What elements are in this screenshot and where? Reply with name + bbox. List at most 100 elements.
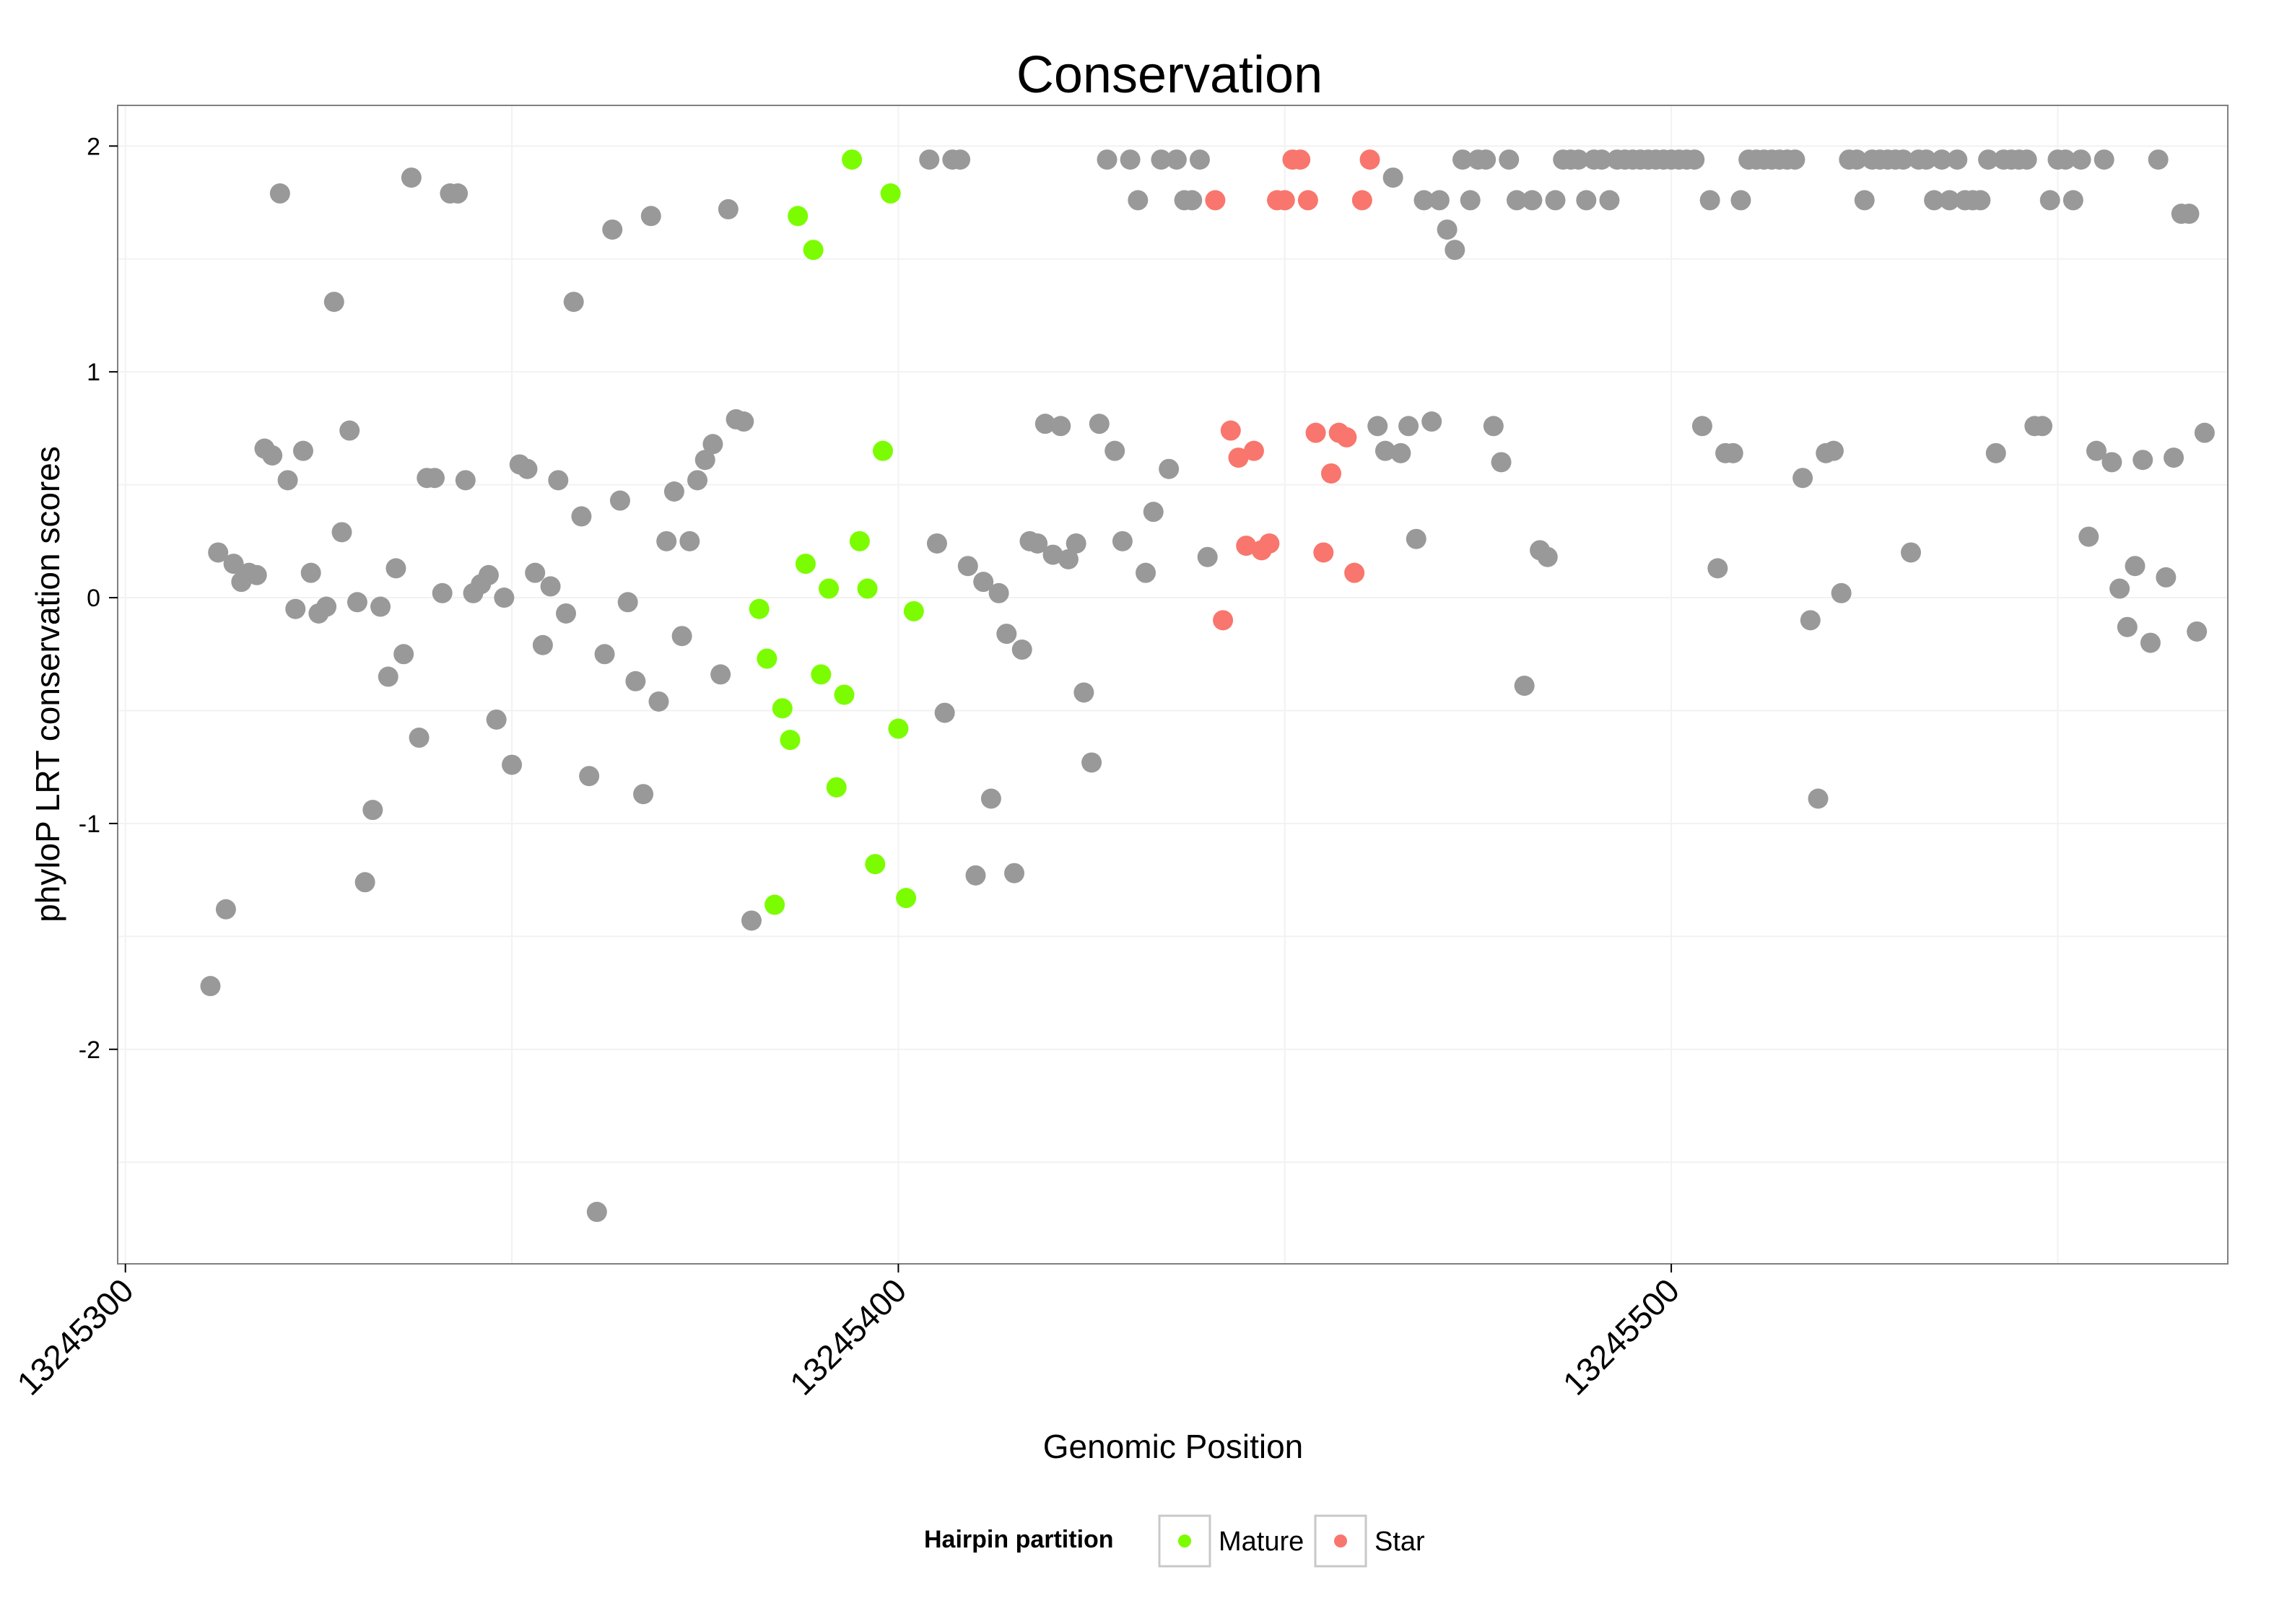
- point-other: [934, 702, 955, 723]
- point-other: [2133, 450, 2153, 471]
- point-other: [1831, 582, 1852, 603]
- point-other: [1699, 190, 1720, 211]
- point-other: [393, 644, 414, 665]
- point-other: [950, 149, 971, 170]
- point-mature: [903, 601, 924, 621]
- point-star: [1220, 420, 1241, 441]
- point-mature: [880, 183, 901, 204]
- point-other: [2164, 448, 2184, 468]
- point-other: [1058, 549, 1079, 569]
- point-other: [2062, 190, 2083, 211]
- legend-dot-star: [1334, 1534, 1347, 1547]
- point-other: [1406, 528, 1426, 549]
- y-tick-label: 1: [87, 359, 100, 386]
- point-mature: [788, 206, 809, 227]
- point-star: [1359, 149, 1380, 170]
- point-other: [1931, 149, 1952, 170]
- point-star: [1351, 190, 1372, 211]
- legend: Hairpin partition Mature Star: [924, 1514, 1425, 1568]
- chart-title: Conservation: [1016, 46, 1323, 104]
- point-other: [919, 149, 940, 170]
- point-mature: [749, 598, 770, 619]
- point-other: [1089, 414, 1110, 435]
- point-other: [656, 531, 677, 551]
- point-mature: [872, 440, 893, 461]
- point-star: [1213, 610, 1234, 631]
- point-other: [1847, 149, 1868, 170]
- point-other: [339, 420, 360, 441]
- point-star: [1297, 190, 1318, 211]
- y-tick-label: -2: [79, 1036, 100, 1064]
- point-star: [1236, 536, 1257, 556]
- point-other: [448, 183, 469, 204]
- point-other: [1978, 149, 1999, 170]
- point-other: [926, 533, 947, 554]
- point-other: [1004, 863, 1025, 883]
- point-other: [548, 470, 569, 491]
- point-other: [2156, 567, 2177, 588]
- point-other: [1970, 190, 1991, 211]
- point-other: [354, 872, 375, 893]
- point-other: [517, 458, 538, 479]
- point-star: [1320, 463, 1341, 484]
- point-other: [1476, 149, 1497, 170]
- point-other: [494, 588, 515, 608]
- x-tick-label: 13245300: [9, 1271, 140, 1402]
- point-other: [432, 582, 453, 603]
- legend-dot-mature: [1178, 1534, 1191, 1547]
- point-other: [1050, 416, 1071, 437]
- point-mature: [819, 578, 840, 599]
- point-other: [525, 562, 546, 583]
- point-other: [671, 626, 692, 647]
- point-other: [957, 556, 978, 577]
- point-other: [1491, 452, 1512, 473]
- point-other: [1413, 190, 1434, 211]
- point-other: [741, 910, 762, 931]
- y-tick-label: -1: [79, 811, 100, 838]
- point-other: [532, 634, 553, 655]
- point-other: [2032, 416, 2053, 437]
- point-other: [648, 691, 669, 712]
- point-other: [996, 624, 1017, 645]
- point-other: [1197, 546, 1218, 567]
- point-other: [988, 582, 1009, 603]
- point-other: [223, 554, 244, 575]
- point-star: [1313, 542, 1334, 563]
- point-other: [1073, 682, 1094, 703]
- point-star: [1305, 422, 1326, 443]
- data-points: [200, 149, 2215, 1223]
- point-other: [277, 470, 298, 491]
- point-other: [2078, 526, 2099, 547]
- point-other: [1707, 558, 1728, 579]
- point-star: [1290, 149, 1311, 170]
- point-other: [1429, 190, 1450, 211]
- point-other: [1367, 416, 1388, 437]
- point-other: [1375, 440, 1395, 461]
- point-mature: [857, 578, 878, 599]
- point-other: [1947, 149, 1968, 170]
- point-other: [1522, 190, 1543, 211]
- point-other: [1136, 562, 1156, 583]
- point-other: [1916, 149, 1937, 170]
- point-mature: [803, 240, 824, 261]
- point-other: [973, 572, 994, 593]
- point-mature: [826, 777, 847, 798]
- point-other: [300, 562, 321, 583]
- point-other: [1382, 167, 1403, 188]
- point-other: [625, 671, 646, 691]
- point-other: [362, 800, 383, 821]
- point-mature: [865, 854, 886, 875]
- point-other: [478, 564, 499, 585]
- point-other: [401, 167, 422, 188]
- point-mature: [764, 894, 785, 915]
- point-mature: [896, 888, 917, 909]
- point-other: [687, 470, 708, 491]
- point-other: [710, 664, 731, 685]
- point-other: [633, 784, 654, 805]
- point-star: [1205, 190, 1226, 211]
- point-other: [609, 490, 630, 511]
- point-other: [1151, 149, 1172, 170]
- point-other: [2039, 190, 2060, 211]
- point-other: [502, 754, 523, 775]
